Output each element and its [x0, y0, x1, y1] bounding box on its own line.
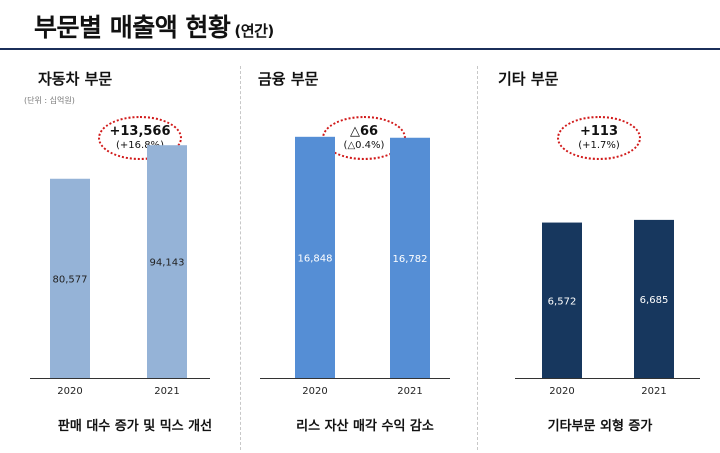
change-value: +113 — [579, 124, 619, 139]
bar-value-label: 80,577 — [53, 274, 88, 285]
bar-value-label: 16,848 — [298, 253, 333, 264]
change-ellipse: +13,566 (+16.8%) — [98, 116, 182, 160]
page-title-text: 부문별 매출액 현황 — [34, 13, 231, 42]
panel-caption: 기타부문 외형 증가 — [547, 419, 653, 434]
x-tick-label: 2021 — [154, 386, 179, 397]
panel-divider — [477, 66, 478, 450]
bar — [634, 219, 674, 378]
chart-auto: 80,577 2020 94,143 2021 — [30, 145, 210, 397]
bar — [295, 136, 335, 378]
bar-value-label: 94,143 — [150, 258, 185, 269]
chart-other: 6,572 2020 6,685 2021 — [515, 219, 700, 397]
page-title: 부문별 매출액 현황 (연간) — [34, 8, 274, 44]
change-value: △66 — [349, 124, 379, 139]
x-tick-label: 2021 — [641, 386, 666, 397]
bar — [147, 145, 187, 378]
panel-caption: 리스 자산 매각 수익 감소 — [296, 419, 434, 434]
panel-finance: 금융 부문 △66 (△0.4%) 16,848 2020 16,782 2021 리… — [250, 52, 480, 452]
panel-title: 자동차 부문 — [38, 70, 113, 88]
bar — [542, 222, 582, 378]
x-tick-label: 2020 — [302, 386, 327, 397]
panel-title: 금융 부문 — [258, 70, 319, 88]
change-percent: (+1.7%) — [578, 140, 620, 151]
change-ellipse: +113 (+1.7%) — [557, 116, 641, 160]
bar-value-label: 6,685 — [640, 295, 669, 306]
bar — [390, 137, 430, 378]
page-title-suffix: (연간) — [234, 22, 274, 40]
chart-finance: 16,848 2020 16,782 2021 — [260, 136, 450, 397]
x-tick-label: 2020 — [57, 386, 82, 397]
panel-auto: 자동차 부문 (단위 : 십억원) +13,566 (+16.8%) 80,57… — [20, 52, 250, 452]
title-underline — [0, 48, 720, 50]
bar-value-label: 16,782 — [393, 254, 428, 265]
change-percent: (+16.8%) — [116, 140, 164, 151]
bar — [50, 178, 90, 378]
panel-title: 기타 부문 — [498, 70, 559, 88]
unit-label: (단위 : 십억원) — [24, 96, 75, 105]
panel-caption: 판매 대수 증가 및 믹스 개선 — [57, 419, 213, 434]
x-tick-label: 2020 — [549, 386, 574, 397]
x-tick-label: 2021 — [397, 386, 422, 397]
change-percent: (△0.4%) — [343, 140, 385, 151]
panel-divider — [240, 66, 241, 450]
bar-value-label: 6,572 — [548, 296, 577, 307]
panel-other: 기타 부문 +113 (+1.7%) 6,572 2020 6,685 2021 기타… — [485, 52, 715, 452]
change-value: +13,566 — [109, 124, 171, 139]
